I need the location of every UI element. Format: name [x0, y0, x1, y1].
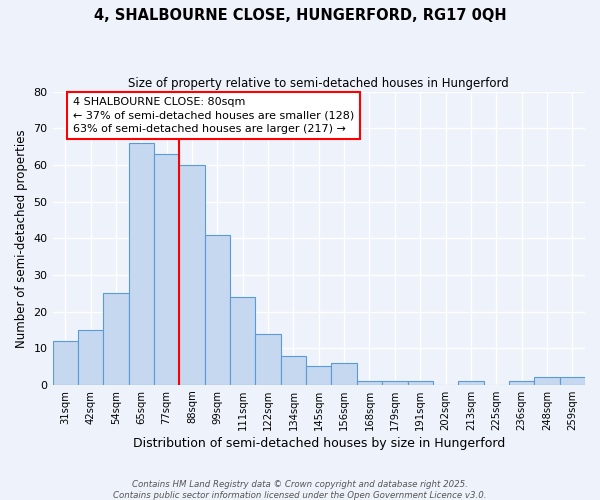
Bar — [103, 293, 128, 385]
Bar — [179, 165, 205, 385]
X-axis label: Distribution of semi-detached houses by size in Hungerford: Distribution of semi-detached houses by … — [133, 437, 505, 450]
Bar — [560, 378, 585, 385]
Title: Size of property relative to semi-detached houses in Hungerford: Size of property relative to semi-detach… — [128, 78, 509, 90]
Bar — [534, 378, 560, 385]
Text: Contains HM Land Registry data © Crown copyright and database right 2025.
Contai: Contains HM Land Registry data © Crown c… — [113, 480, 487, 500]
Text: 4, SHALBOURNE CLOSE, HUNGERFORD, RG17 0QH: 4, SHALBOURNE CLOSE, HUNGERFORD, RG17 0Q… — [94, 8, 506, 22]
Bar — [407, 381, 433, 385]
Bar — [458, 381, 484, 385]
Text: 4 SHALBOURNE CLOSE: 80sqm
← 37% of semi-detached houses are smaller (128)
63% of: 4 SHALBOURNE CLOSE: 80sqm ← 37% of semi-… — [73, 97, 354, 134]
Y-axis label: Number of semi-detached properties: Number of semi-detached properties — [15, 129, 28, 348]
Bar — [128, 143, 154, 385]
Bar — [357, 381, 382, 385]
Bar — [256, 334, 281, 385]
Bar — [205, 234, 230, 385]
Bar — [331, 363, 357, 385]
Bar — [281, 356, 306, 385]
Bar — [509, 381, 534, 385]
Bar — [306, 366, 331, 385]
Bar — [78, 330, 103, 385]
Bar — [230, 297, 256, 385]
Bar — [53, 341, 78, 385]
Bar — [382, 381, 407, 385]
Bar — [154, 154, 179, 385]
